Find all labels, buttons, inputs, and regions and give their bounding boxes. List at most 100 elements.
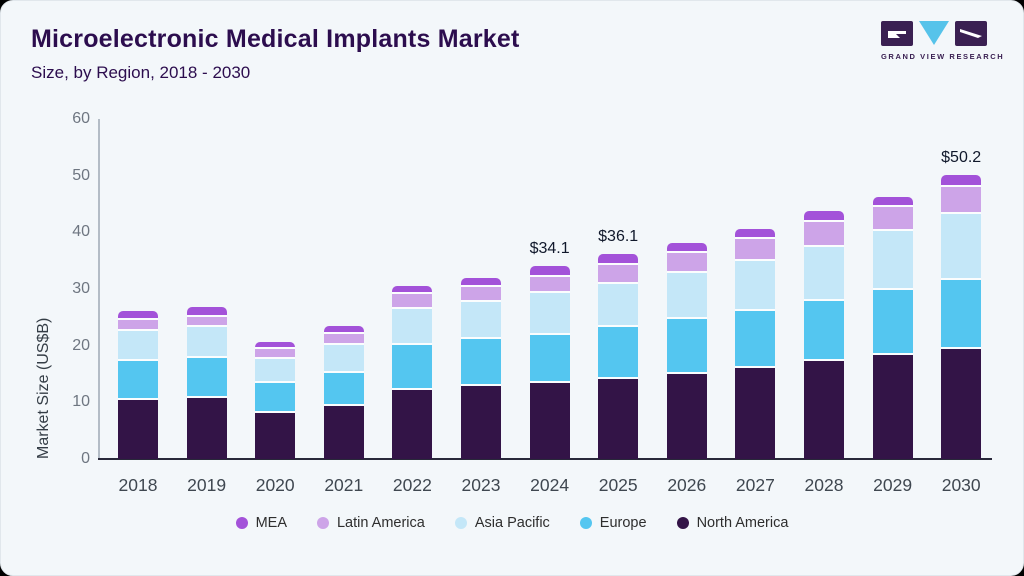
x-axis-line [98,458,992,460]
x-tick-2023: 2023 [461,475,501,495]
bar-segment-2021-mea [323,325,364,332]
bar-segment-2022-north-america [392,387,433,459]
y-tick-10: 10 [72,393,90,411]
bar-segment-2030-north-america [941,346,982,459]
bar-segment-2021-north-america [323,404,364,459]
bar-segment-2029-europe [872,287,913,354]
legend-dot-europe [579,517,592,529]
bar-segment-2022-asia-pacific [392,306,433,343]
bar-segment-2028-north-america [804,358,844,459]
bar-segment-2021-latin-america [323,331,364,343]
bar-segment-2020-latin-america [255,346,296,357]
bar-segment-2023-latin-america [461,285,501,300]
bar-segment-2024-north-america [529,381,570,459]
gvr-logo-g-block [881,21,913,46]
bar-segment-2018-north-america [118,397,158,459]
y-tick-50: 50 [72,166,90,184]
bar-segment-2020-asia-pacific [255,357,296,381]
bar-segment-2024-mea [529,265,570,275]
bar-segment-2019-latin-america [186,314,227,326]
bar-segment-2029-north-america [872,353,913,459]
bar-segment-2025-mea [598,254,639,263]
bar-segment-2028-latin-america [804,220,844,246]
bar-segment-2025-asia-pacific [598,282,639,326]
x-tick-2025: 2025 [598,475,638,495]
legend-label-latin-america: Latin America [336,515,425,531]
y-tick-30: 30 [72,280,90,297]
legend-dot-asia-pacific [454,517,467,529]
bar-segment-2022-europe [392,342,433,388]
bar-segment-2028-mea [804,211,844,221]
bar-segment-2024-latin-america [529,274,570,291]
bar-segment-2029-asia-pacific [872,228,913,288]
value-label-2025: $36.1 [598,228,639,246]
bar-segment-2023-north-america [461,383,501,459]
x-tick-2024: 2024 [530,475,570,495]
bar-segment-2026-north-america [666,371,707,459]
bar-segment-2018-latin-america [118,317,158,329]
gvr-logo: GRAND VIEW RESEARCH [881,21,1005,61]
bar-segment-2028-europe [804,299,844,359]
bar-segment-2019-north-america [186,395,227,459]
bar-segment-2022-latin-america [392,291,433,307]
gvr-brand-text: GRAND VIEW RESEARCH [881,52,1005,61]
bar-segment-2027-mea [735,228,776,237]
bar-segment-2025-europe [598,325,639,378]
bar-segment-2023-asia-pacific [461,299,501,338]
y-axis-line [98,119,100,459]
bar-segment-2030-latin-america [941,184,982,212]
legend-label-asia-pacific: Asia Pacific [474,515,550,531]
bar-segment-2027-europe [735,308,776,367]
value-label-2024: $34.1 [529,239,570,257]
bar-segment-2020-europe [255,380,296,411]
y-tick-60: 60 [72,110,90,127]
bar-segment-2019-asia-pacific [186,325,227,356]
bar-segment-2027-asia-pacific [735,258,776,309]
bar-segment-2018-europe [118,359,158,398]
x-tick-2026: 2026 [667,475,707,495]
legend-label-mea: MEA [255,515,287,531]
bar-segment-2027-latin-america [735,236,776,259]
x-tick-2030: 2030 [941,475,981,495]
legend-dot-north-america [676,517,689,529]
legend-dot-mea [235,517,248,529]
gvr-logo-v-triangle [919,21,949,45]
x-tick-2019: 2019 [187,475,227,495]
gvr-logo-r-block [955,21,987,46]
x-tick-2028: 2028 [804,475,844,495]
legend-label-europe: Europe [599,515,647,531]
legend-dot-latin-america [316,517,329,529]
x-tick-2020: 2020 [255,475,295,495]
legend-item-latin-america: Latin America [316,515,425,531]
x-tick-2021: 2021 [324,475,364,495]
x-tick-2018: 2018 [118,475,158,495]
y-tick-0: 0 [81,450,90,467]
bar-segment-2030-asia-pacific [941,211,982,278]
legend-item-asia-pacific: Asia Pacific [454,515,550,531]
bar-segment-2023-mea [461,277,501,286]
bar-segment-2018-asia-pacific [118,328,158,360]
bar-segment-2026-asia-pacific [666,270,707,318]
bar-segment-2020-mea [255,342,296,347]
y-tick-20: 20 [72,336,90,354]
chart-plot-area: 0 10 20 30 40 50 60 2018 2019 2020 2021 2022 2023 202… [72,110,992,495]
bar-segment-2021-asia-pacific [323,342,364,371]
x-tick-2027: 2027 [735,475,775,495]
value-label-2030: $50.2 [941,148,982,166]
bar-segment-2026-mea [666,242,707,252]
bar-segment-2026-latin-america [666,251,707,271]
legend-label-north-america: North America [696,515,789,531]
bar-segment-2019-europe [186,355,227,396]
chart-legend: MEA Latin America Asia Pacific Europe North … [1,515,1023,531]
bar-segment-2030-mea [941,174,982,185]
gvr-logo-mark [881,21,987,46]
legend-item-mea: MEA [235,515,287,531]
page-subtitle: Size, by Region, 2018 - 2030 [31,63,251,82]
legend-item-europe: Europe [579,515,647,531]
bar-segment-2024-asia-pacific [529,290,570,333]
bar-segment-2018-mea [118,311,158,318]
bar-segment-2021-europe [323,370,364,405]
bar-segment-2019-mea [186,307,227,315]
x-tick-2022: 2022 [392,475,432,495]
